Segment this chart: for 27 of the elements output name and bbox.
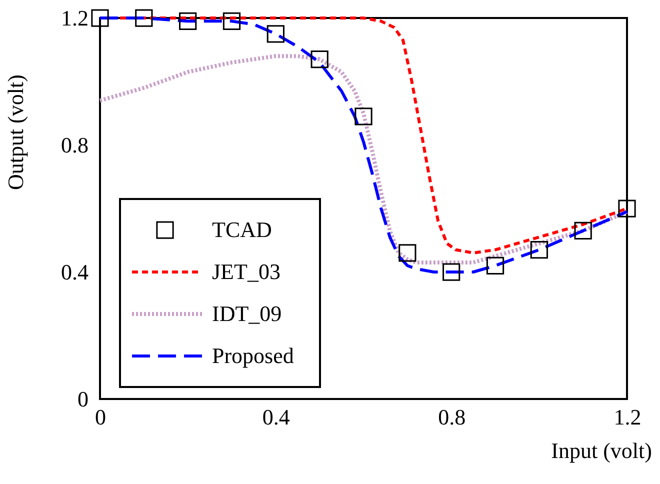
- legend-label: Proposed: [212, 343, 294, 368]
- point: [310, 50, 328, 68]
- point: [179, 12, 197, 30]
- x-axis-title: Input (volt): [551, 438, 652, 463]
- point: [91, 9, 109, 27]
- point: [618, 200, 636, 218]
- point: [354, 108, 372, 126]
- legend-label: IDT_09: [212, 301, 282, 326]
- point: [266, 25, 284, 43]
- legend-label: TCAD: [212, 217, 272, 242]
- legend-label: JET_03: [212, 259, 280, 284]
- y-tick-label: 1.2: [61, 6, 88, 30]
- x-tick-label: 0.4: [262, 404, 290, 430]
- point: [486, 256, 504, 274]
- x-tick-label: 0: [95, 404, 106, 430]
- x-tick-label: 0.8: [438, 404, 466, 430]
- point: [398, 244, 416, 262]
- point: [442, 263, 460, 281]
- y-tick-label: 0.4: [61, 260, 88, 284]
- x-tick-label: 1.2: [614, 404, 642, 430]
- point: [574, 222, 592, 240]
- point: [135, 9, 153, 27]
- y-axis-title: Output (volt): [3, 74, 28, 190]
- y-tick-label: 0: [78, 386, 88, 412]
- y-tick-label: 0.8: [61, 132, 88, 158]
- point: [222, 12, 241, 30]
- point: [530, 240, 548, 259]
